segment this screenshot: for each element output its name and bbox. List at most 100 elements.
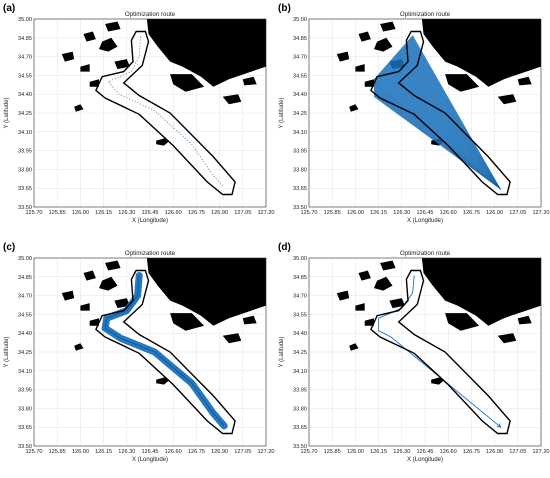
land-mass [380,260,396,271]
x-tick-label: 126.15 [95,210,112,216]
y-tick-label: 34.25 [293,111,307,117]
y-axis-label: Y (Latitude) [4,337,10,368]
x-tick-label: 127.20 [257,449,274,455]
y-tick-label: 34.55 [293,73,307,79]
land-mass [83,31,96,42]
y-tick-label: 34.10 [293,369,307,375]
y-tick-label: 34.55 [18,73,32,79]
route-ray [373,96,501,190]
panel-letter-d: (d) [278,242,291,253]
land-mass [349,104,359,112]
x-axis-label: X (Longitude) [407,218,443,224]
x-tick-label: 126.00 [72,210,89,216]
x-tick-label: 126.45 [141,210,158,216]
y-axis-label: Y (Latitude) [279,98,285,129]
x-axis-label: X (Longitude) [132,218,168,224]
land-mass [380,21,396,32]
channel-boundary [95,269,236,435]
land-mass [358,31,371,42]
y-tick-label: 34.85 [293,36,307,42]
y-tick-label: 34.25 [293,350,307,356]
land-mass [146,258,266,326]
y-tick-label: 33.50 [18,205,32,211]
x-tick-label: 126.15 [370,449,387,455]
x-tick-label: 126.45 [416,449,433,455]
y-tick-label: 33.50 [293,205,307,211]
y-tick-label: 33.65 [18,425,32,431]
y-tick-label: 33.80 [18,406,32,412]
x-tick-label: 126.30 [393,449,410,455]
route-ray [381,70,501,190]
land-mass [105,21,121,32]
x-tick-label: 126.90 [211,449,228,455]
x-tick-label: 125.70 [25,449,42,455]
route-ray [408,40,501,190]
land-mass [222,94,242,105]
land-mass [242,76,257,86]
y-tick-label: 34.10 [18,369,32,375]
x-axis-label: X (Longitude) [132,457,168,463]
island [156,138,169,146]
island [431,377,444,385]
land-mass [421,258,541,326]
x-tick-label: 125.70 [25,210,42,216]
route-ray [412,35,501,190]
y-tick-label: 34.85 [18,36,32,42]
y-tick-label: 35.00 [18,17,32,23]
y-tick-label: 33.95 [293,149,307,155]
land-mass [364,318,374,326]
x-tick-label: 126.00 [347,449,364,455]
chart-a: 125.70 125.85 126.00 126.15 126.30 126.45 126.… [4,11,275,224]
axes-frame [308,18,542,208]
y-tick-label: 33.65 [293,186,307,192]
x-tick-label: 125.70 [300,449,317,455]
land-mass [336,51,350,62]
x-tick-label: 126.75 [463,210,480,216]
chart-title: Optimization route [125,250,176,257]
x-tick-label: 126.30 [118,449,135,455]
land-mass [374,276,393,291]
y-tick-label: 35.00 [293,256,307,262]
x-tick-label: 126.15 [370,210,387,216]
land-mass [83,270,96,281]
x-tick-label: 126.00 [72,449,89,455]
y-tick-label: 35.00 [18,256,32,262]
panel-letter-b: (b) [278,3,291,14]
route-ray [410,37,501,190]
x-tick-label: 126.60 [440,449,457,455]
route-ray [374,77,501,190]
land-mass [355,303,365,311]
route-ray [373,87,501,190]
land-mass [358,270,371,281]
x-tick-label: 127.20 [257,210,274,216]
route-ray [388,62,501,190]
route-ray [403,45,501,190]
land-mass [146,19,266,87]
x-tick-label: 125.85 [324,210,341,216]
land-mass [389,298,405,309]
y-tick-label: 33.95 [293,388,307,394]
route-ray [392,57,501,190]
land-mass [170,74,205,92]
land-mass [89,318,99,326]
route-ray [385,65,501,190]
land-mass [349,343,359,351]
map-content [336,19,541,196]
y-tick-label: 34.25 [18,111,32,117]
panel-letter-a: (a) [3,3,16,14]
y-tick-label: 34.40 [293,331,307,337]
chart-title: Optimization route [125,11,176,18]
y-tick-label: 33.50 [18,444,32,450]
land-mass [80,64,90,72]
x-tick-label: 126.00 [347,210,364,216]
route-ray [390,60,501,190]
route-line [378,275,502,428]
x-tick-label: 126.60 [165,449,182,455]
land-mass [99,276,118,291]
channel-boundary [370,30,511,196]
route-arrowhead [496,423,502,428]
route-ray [397,52,501,190]
chart-title: Optimization route [400,250,451,257]
land-mass [114,298,130,309]
y-tick-label: 34.85 [293,275,307,281]
